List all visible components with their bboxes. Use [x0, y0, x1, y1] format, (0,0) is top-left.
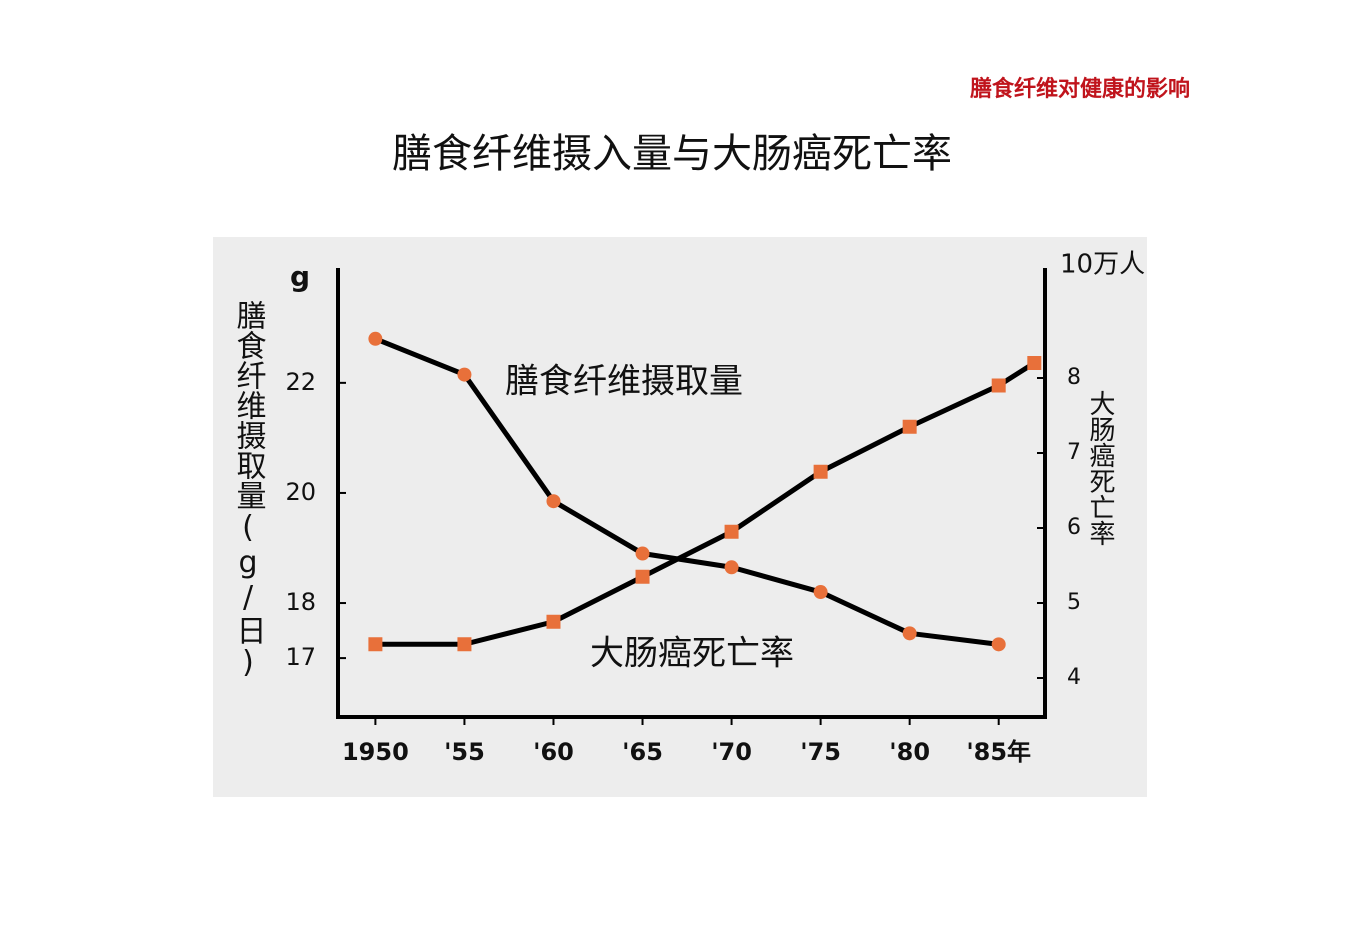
- x-tick-label: '85年: [966, 738, 1031, 766]
- y-tick-label: 22: [285, 368, 316, 396]
- data-point: [546, 494, 561, 509]
- data-point: [724, 524, 739, 539]
- y-tick-label: 18: [285, 588, 316, 616]
- y-unit: g: [290, 260, 310, 293]
- chart-background: [213, 237, 1147, 797]
- data-point: [368, 637, 383, 652]
- x-tick-label: '80: [889, 738, 930, 766]
- y2-tick-label: 5: [1067, 590, 1081, 615]
- data-point: [813, 585, 828, 600]
- data-point: [368, 331, 383, 346]
- data-point: [457, 637, 472, 652]
- y2-tick-label: 7: [1067, 440, 1081, 465]
- y2-unit: 10万人: [1060, 250, 1145, 280]
- data-point: [1027, 356, 1042, 370]
- y-tick-label: 20: [285, 478, 316, 506]
- section-title: 膳食纤维对健康的影响: [970, 76, 1190, 102]
- data-point: [457, 367, 472, 382]
- data-point: [991, 637, 1006, 652]
- x-tick-label: '55: [444, 738, 485, 766]
- y2-axis-label: 大肠癌死亡率: [1085, 390, 1115, 546]
- data-point: [635, 569, 650, 584]
- x-tick-label: '60: [533, 738, 574, 766]
- series-label: 膳食纤维摄取量: [505, 362, 743, 402]
- data-point: [546, 614, 561, 629]
- data-point: [991, 378, 1006, 393]
- data-point: [635, 546, 650, 561]
- data-point: [902, 419, 917, 434]
- y2-tick-label: 8: [1067, 365, 1081, 390]
- x-tick-label: 1950: [342, 738, 409, 766]
- y-axis-label: 膳食纤维摄取量(g/日): [231, 300, 267, 680]
- y2-tick-label: 6: [1067, 515, 1081, 540]
- series-line: [374, 336, 1000, 647]
- data-point: [724, 560, 739, 575]
- x-tick-label: '70: [711, 738, 752, 766]
- x-tick-label: '75: [800, 738, 841, 766]
- slide-title: 膳食纤维摄入量与大肠癌死亡率: [392, 131, 952, 177]
- data-point: [813, 464, 828, 479]
- y-tick-label: 17: [285, 643, 316, 671]
- data-point: [902, 626, 917, 641]
- x-tick-label: '65: [622, 738, 663, 766]
- series-label: 大肠癌死亡率: [590, 634, 794, 674]
- y2-tick-label: 4: [1067, 665, 1081, 690]
